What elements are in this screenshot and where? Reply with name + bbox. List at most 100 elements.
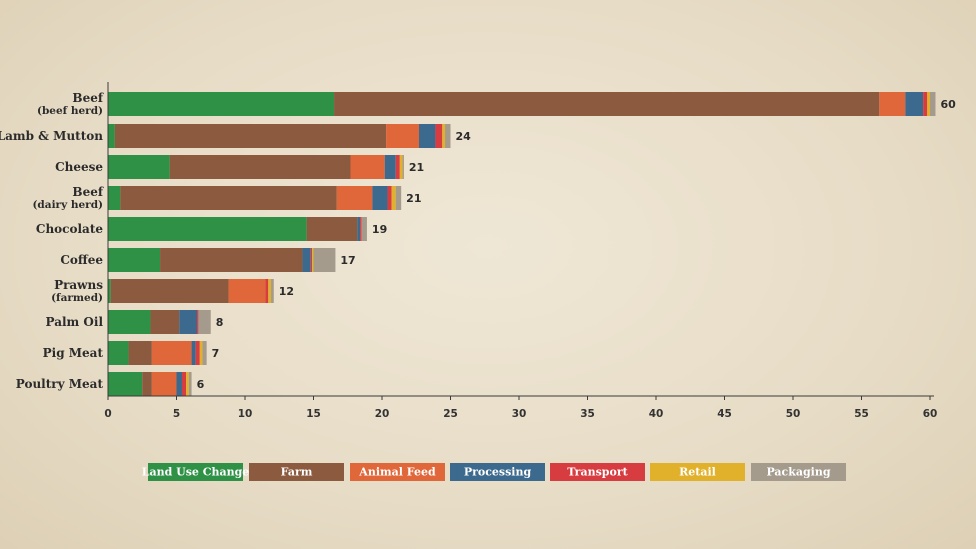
x-tick-label: 30 bbox=[512, 408, 527, 420]
bar-total-label: 60 bbox=[940, 98, 956, 111]
legend-label: Farm bbox=[281, 466, 313, 479]
legend-swatch-packaging bbox=[751, 463, 846, 481]
bar-segment-processing bbox=[905, 92, 924, 116]
bar-segment-farm bbox=[150, 310, 180, 334]
bar-total-label: 12 bbox=[279, 285, 294, 298]
bar-segment-retail bbox=[186, 372, 189, 396]
bar-segment-farm bbox=[306, 217, 358, 241]
bar-total-label: 17 bbox=[340, 254, 355, 267]
bar-segment-packaging bbox=[445, 124, 451, 148]
bar-segment-processing bbox=[384, 155, 396, 179]
bar-segment-processing bbox=[176, 372, 182, 396]
category-label: Pig Meat bbox=[43, 346, 104, 360]
bar-segment-land-use-change bbox=[108, 310, 151, 334]
category-label: Cheese bbox=[55, 160, 103, 174]
bar-segment-packaging bbox=[395, 186, 402, 210]
bar-segment-packaging bbox=[202, 341, 207, 365]
legend-swatch-land-use-change bbox=[148, 463, 243, 481]
legend-label: Transport bbox=[567, 466, 628, 479]
bar-segment-farm bbox=[114, 124, 387, 148]
bar-segment-packaging bbox=[361, 217, 367, 241]
bar-total-label: 24 bbox=[456, 130, 472, 143]
x-tick-label: 10 bbox=[238, 408, 253, 420]
bar-segment-retail bbox=[312, 248, 314, 272]
category-sublabel: (farmed) bbox=[51, 292, 103, 304]
category-label: Prawns bbox=[54, 278, 103, 292]
bar-segment-retail bbox=[199, 341, 203, 365]
category-sublabel: (dairy herd) bbox=[32, 199, 103, 211]
x-tick-label: 50 bbox=[786, 408, 801, 420]
bar-segment-retail bbox=[268, 279, 272, 303]
x-tick-label: 60 bbox=[923, 408, 938, 420]
legend-label: Land Use Change bbox=[142, 466, 250, 479]
bar-segment-animal-feed bbox=[336, 186, 373, 210]
bar-segment-land-use-change bbox=[108, 248, 161, 272]
bar-segment-processing bbox=[191, 341, 196, 365]
x-tick-label: 45 bbox=[717, 408, 732, 420]
bar-segment-packaging bbox=[188, 372, 192, 396]
bar-segment-processing bbox=[179, 310, 198, 334]
x-tick-label: 15 bbox=[306, 408, 321, 420]
bar-segment-transport bbox=[197, 310, 199, 334]
bar-segment-animal-feed bbox=[151, 341, 192, 365]
x-tick-label: 40 bbox=[649, 408, 664, 420]
bar-segment-processing bbox=[302, 248, 311, 272]
bar-segment-farm bbox=[142, 372, 152, 396]
bar-segment-animal-feed bbox=[879, 92, 906, 116]
category-label: Lamb & Mutton bbox=[0, 129, 103, 143]
bar-segment-transport bbox=[310, 248, 313, 272]
legend-swatch-farm bbox=[249, 463, 344, 481]
bar-segment-farm bbox=[160, 248, 303, 272]
legend-label: Processing bbox=[464, 466, 532, 479]
x-tick-label: 35 bbox=[580, 408, 595, 420]
bar-segment-packaging bbox=[271, 279, 274, 303]
bar-segment-land-use-change bbox=[108, 279, 111, 303]
bar-total-label: 8 bbox=[216, 316, 224, 329]
bar-segment-transport bbox=[923, 92, 928, 116]
bar-segment-animal-feed bbox=[228, 279, 266, 303]
category-label: Poultry Meat bbox=[16, 377, 104, 391]
bar-segment-land-use-change bbox=[108, 341, 129, 365]
legend-swatch-transport bbox=[550, 463, 645, 481]
category-label: Beef bbox=[72, 91, 103, 105]
bar-segment-farm bbox=[334, 92, 880, 116]
bar-segment-transport bbox=[181, 372, 187, 396]
bar-segment-transport bbox=[435, 124, 443, 148]
bar-total-label: 19 bbox=[372, 223, 387, 236]
bar-segment-processing bbox=[372, 186, 388, 210]
bar-segment-transport bbox=[265, 279, 269, 303]
category-label: Palm Oil bbox=[46, 315, 104, 329]
bar-segment-animal-feed bbox=[386, 124, 419, 148]
legend-swatch-animal-feed bbox=[350, 463, 445, 481]
bar-segment-processing bbox=[418, 124, 436, 148]
legend-label: Animal Feed bbox=[358, 466, 436, 479]
legend-swatch-processing bbox=[450, 463, 545, 481]
bar-segment-farm bbox=[110, 279, 229, 303]
bar-segment-packaging bbox=[198, 310, 211, 334]
bar-segment-land-use-change bbox=[108, 92, 335, 116]
category-label: Chocolate bbox=[36, 222, 103, 236]
bar-segment-animal-feed bbox=[350, 155, 385, 179]
bar-segment-farm bbox=[169, 155, 351, 179]
bar-total-label: 21 bbox=[409, 161, 424, 174]
bar-segment-retail bbox=[442, 124, 446, 148]
bar-segment-transport bbox=[360, 217, 362, 241]
bar-segment-packaging bbox=[313, 248, 336, 272]
bar-segment-transport bbox=[387, 186, 392, 210]
bar-segment-packaging bbox=[930, 92, 936, 116]
bar-segment-land-use-change bbox=[108, 372, 143, 396]
bar-segment-retail bbox=[391, 186, 396, 210]
x-tick-label: 25 bbox=[443, 408, 458, 420]
x-tick-label: 0 bbox=[104, 408, 111, 420]
bar-total-label: 21 bbox=[406, 192, 421, 205]
bar-segment-retail bbox=[399, 155, 403, 179]
bar-total-label: 7 bbox=[212, 347, 220, 360]
legend-label: Retail bbox=[679, 466, 716, 479]
bar-segment-land-use-change bbox=[108, 155, 170, 179]
bar-segment-land-use-change bbox=[108, 186, 121, 210]
bar-segment-transport bbox=[395, 155, 400, 179]
x-tick-label: 20 bbox=[375, 408, 390, 420]
bar-segment-land-use-change bbox=[108, 124, 115, 148]
legend-swatch-retail bbox=[650, 463, 745, 481]
